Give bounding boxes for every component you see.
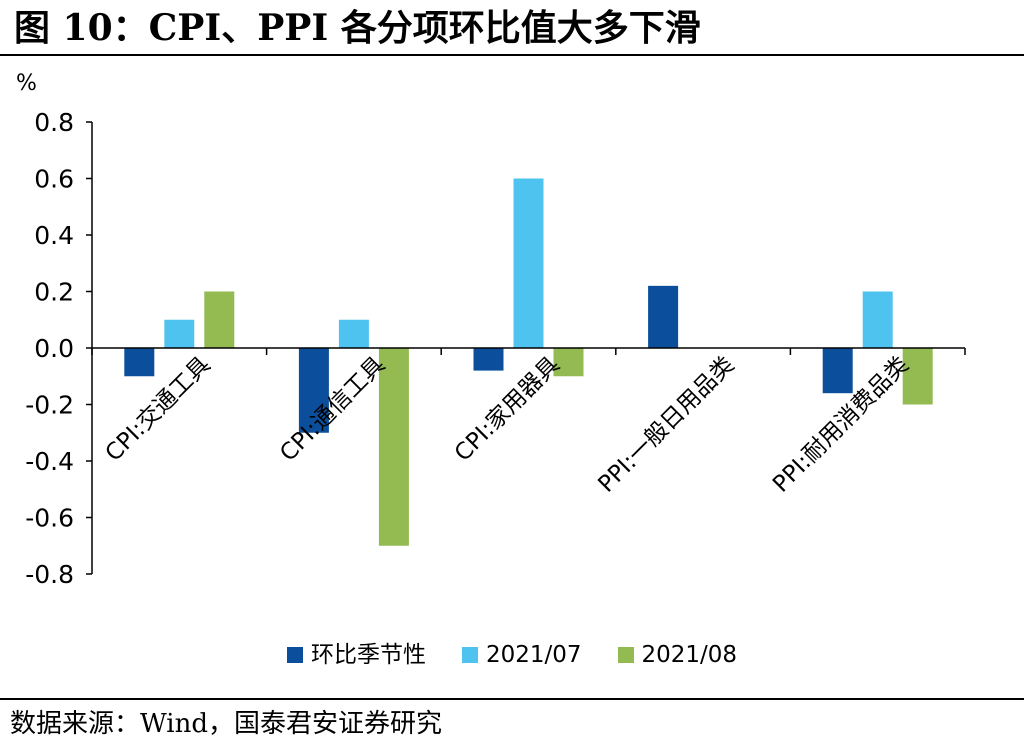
y-tick-label: 0.8 (34, 108, 74, 137)
y-tick-label: 0.6 (34, 165, 74, 194)
title-rule (0, 54, 1024, 56)
y-tick-label: 0.2 (34, 278, 74, 307)
source-note: 数据来源：Wind，国泰君安证券研究 (10, 709, 442, 739)
legend: 环比季节性 2021/07 2021/08 (0, 640, 1024, 670)
bar (378, 348, 409, 546)
bar-chart: % 0.8 0.6 0.4 0.2 0.0 -0.2 -0.4 -0.6 -0.8 CPI:交通… (16, 71, 966, 589)
legend-swatch (286, 647, 303, 663)
source-rule (0, 698, 1024, 700)
bar (473, 348, 504, 371)
y-tick-label: 0.0 (34, 334, 74, 363)
legend-label: 2021/07 (485, 642, 582, 668)
category-label: PPI:一般日用品类 (593, 352, 739, 498)
legend-swatch (461, 647, 478, 663)
bars (124, 178, 933, 546)
category-labels: CPI:交通工具 CPI:通信工具 CPI:家用器具 PPI:一般日用品类 PPI:耐用… (101, 352, 914, 498)
y-tick-label: -0.8 (25, 560, 74, 589)
legend-item: 环比季节性 (286, 640, 426, 670)
category-label: CPI:通信工具 (275, 352, 390, 467)
category-label: CPI:交通工具 (101, 352, 216, 467)
bar (513, 178, 544, 348)
bar (822, 348, 853, 394)
legend-item: 2021/07 (461, 640, 582, 670)
y-tick-label: -0.4 (25, 447, 74, 476)
figure-title: 图 10：CPI、PPI 各分项环比值大多下滑 (14, 7, 701, 49)
bar (902, 348, 933, 405)
y-tick-label: -0.2 (25, 391, 74, 420)
bar (338, 319, 369, 348)
bar (648, 285, 679, 348)
legend-swatch (617, 647, 634, 663)
bar (298, 348, 329, 433)
bar (164, 319, 195, 348)
bar (204, 291, 235, 348)
category-label: CPI:家用器具 (450, 352, 565, 467)
y-unit-label: % (16, 71, 37, 96)
legend-label: 2021/08 (641, 642, 738, 668)
bar (124, 348, 155, 377)
legend-label: 环比季节性 (310, 642, 426, 668)
bar (862, 291, 893, 348)
legend-item: 2021/08 (617, 640, 738, 670)
zero-line (91, 347, 966, 355)
y-axis: 0.8 0.6 0.4 0.2 0.0 -0.2 -0.4 -0.6 -0.8 (25, 108, 93, 589)
y-tick-label: -0.6 (25, 504, 74, 533)
y-tick-label: 0.4 (34, 221, 74, 250)
bar (553, 348, 584, 377)
